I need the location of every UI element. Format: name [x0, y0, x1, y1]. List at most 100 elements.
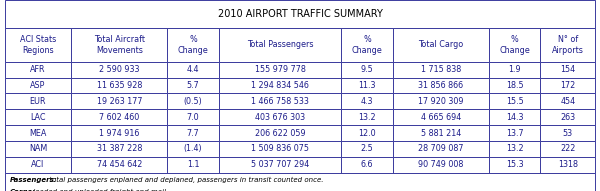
- Text: 17 920 309: 17 920 309: [418, 97, 464, 106]
- Bar: [540, 125, 595, 141]
- Text: 4 665 694: 4 665 694: [421, 113, 461, 122]
- Text: 403 676 303: 403 676 303: [255, 113, 305, 122]
- Bar: [218, 62, 341, 78]
- Text: 28 709 087: 28 709 087: [418, 144, 464, 153]
- Text: ASP: ASP: [30, 81, 46, 90]
- Text: 6.6: 6.6: [361, 160, 373, 169]
- Text: LAC: LAC: [30, 113, 46, 122]
- Text: 15.5: 15.5: [506, 97, 523, 106]
- Bar: [341, 157, 392, 173]
- Text: 1318: 1318: [558, 160, 578, 169]
- Bar: [5, 62, 71, 78]
- Text: 74 454 642: 74 454 642: [97, 160, 142, 169]
- Text: Total Cargo: Total Cargo: [418, 40, 463, 49]
- Bar: [71, 125, 167, 141]
- Text: 11 635 928: 11 635 928: [97, 81, 142, 90]
- Text: 222: 222: [560, 144, 575, 153]
- Bar: [489, 62, 540, 78]
- Bar: [218, 109, 341, 125]
- Bar: [5, 173, 595, 191]
- Bar: [392, 125, 489, 141]
- Bar: [392, 62, 489, 78]
- Bar: [5, 109, 71, 125]
- Text: 1 715 838: 1 715 838: [421, 65, 461, 74]
- Bar: [167, 78, 218, 93]
- Bar: [218, 141, 341, 157]
- Bar: [392, 157, 489, 173]
- Text: 155 979 778: 155 979 778: [254, 65, 305, 74]
- Bar: [71, 78, 167, 93]
- Text: 7.7: 7.7: [187, 129, 199, 138]
- Bar: [540, 28, 595, 62]
- Bar: [540, 93, 595, 109]
- Bar: [167, 157, 218, 173]
- Text: 13.2: 13.2: [506, 144, 523, 153]
- Text: 4.4: 4.4: [187, 65, 199, 74]
- Bar: [540, 78, 595, 93]
- Text: 1 294 834 546: 1 294 834 546: [251, 81, 309, 90]
- Text: 19 263 177: 19 263 177: [97, 97, 142, 106]
- Text: NAM: NAM: [29, 144, 47, 153]
- Text: Total Passengers: Total Passengers: [247, 40, 313, 49]
- Text: N° of
Airports: N° of Airports: [552, 35, 584, 55]
- Bar: [392, 109, 489, 125]
- Text: 9.5: 9.5: [361, 65, 373, 74]
- Text: 1 974 916: 1 974 916: [99, 129, 139, 138]
- Text: 5 881 214: 5 881 214: [421, 129, 461, 138]
- Text: 13.2: 13.2: [358, 113, 376, 122]
- Bar: [341, 141, 392, 157]
- Text: 90 749 008: 90 749 008: [418, 160, 464, 169]
- Text: Total Aircraft
Movements: Total Aircraft Movements: [94, 35, 145, 55]
- Text: 5 037 707 294: 5 037 707 294: [251, 160, 309, 169]
- Text: loaded and unloaded freight and mail.: loaded and unloaded freight and mail.: [31, 189, 169, 191]
- Text: %
Change: % Change: [178, 35, 208, 55]
- Bar: [392, 78, 489, 93]
- Bar: [5, 157, 71, 173]
- Bar: [5, 78, 71, 93]
- Text: 15.3: 15.3: [506, 160, 523, 169]
- Bar: [489, 157, 540, 173]
- Bar: [5, 125, 71, 141]
- Bar: [489, 125, 540, 141]
- Bar: [540, 109, 595, 125]
- Text: EUR: EUR: [29, 97, 46, 106]
- Bar: [489, 78, 540, 93]
- Bar: [5, 0, 595, 28]
- Bar: [71, 62, 167, 78]
- Text: total passengers enplaned and deplaned, passengers in transit counted once.: total passengers enplaned and deplaned, …: [47, 177, 323, 183]
- Text: 13.7: 13.7: [506, 129, 523, 138]
- Text: 7.0: 7.0: [187, 113, 199, 122]
- Bar: [167, 93, 218, 109]
- Bar: [218, 157, 341, 173]
- Text: 14.3: 14.3: [506, 113, 523, 122]
- Text: 263: 263: [560, 113, 575, 122]
- Bar: [5, 28, 71, 62]
- Text: 206 622 059: 206 622 059: [255, 129, 305, 138]
- Text: Cargo:: Cargo:: [10, 189, 35, 191]
- Text: 1.9: 1.9: [508, 65, 521, 74]
- Bar: [540, 157, 595, 173]
- Bar: [489, 109, 540, 125]
- Bar: [167, 109, 218, 125]
- Text: %
Change: % Change: [352, 35, 382, 55]
- Bar: [71, 157, 167, 173]
- Text: 1.1: 1.1: [187, 160, 199, 169]
- Text: MEA: MEA: [29, 129, 47, 138]
- Bar: [341, 109, 392, 125]
- Bar: [167, 125, 218, 141]
- Text: (1.4): (1.4): [184, 144, 202, 153]
- Bar: [392, 141, 489, 157]
- Bar: [167, 141, 218, 157]
- Bar: [341, 28, 392, 62]
- Text: 12.0: 12.0: [358, 129, 376, 138]
- Bar: [71, 28, 167, 62]
- Bar: [489, 141, 540, 157]
- Bar: [167, 62, 218, 78]
- Text: 31 387 228: 31 387 228: [97, 144, 142, 153]
- Bar: [218, 93, 341, 109]
- Text: 7 602 460: 7 602 460: [99, 113, 139, 122]
- Text: 4.3: 4.3: [361, 97, 373, 106]
- Text: 454: 454: [560, 97, 575, 106]
- Text: 172: 172: [560, 81, 575, 90]
- Bar: [540, 141, 595, 157]
